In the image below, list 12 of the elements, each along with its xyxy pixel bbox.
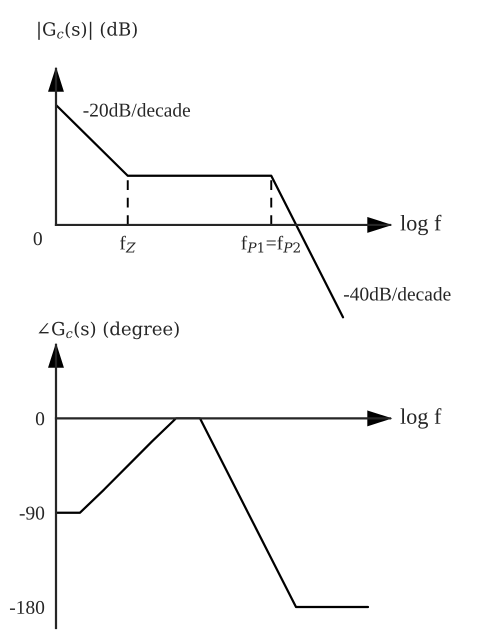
y-axis-title: |G$_{c}$(s)| (dB): [38, 22, 137, 40]
y-tick-label: -90: [20, 506, 44, 520]
y-axis-title: ∠G$_{c}$(s) (degree): [38, 321, 179, 340]
x-axis-title: log f: [400, 214, 442, 236]
y-tick-label: -180: [10, 600, 44, 614]
line-series: [56, 417, 370, 608]
y-tick-label: 0: [36, 412, 44, 426]
x-axis-title: log f: [400, 408, 442, 429]
x-tick-label: f$_{P1}$=f$_{P2}$: [241, 236, 300, 252]
annotation: -40dB/decade: [344, 286, 451, 301]
annotation: -20dB/decade: [83, 103, 190, 117]
x-tick-label: f$_{Z}$: [120, 236, 136, 252]
